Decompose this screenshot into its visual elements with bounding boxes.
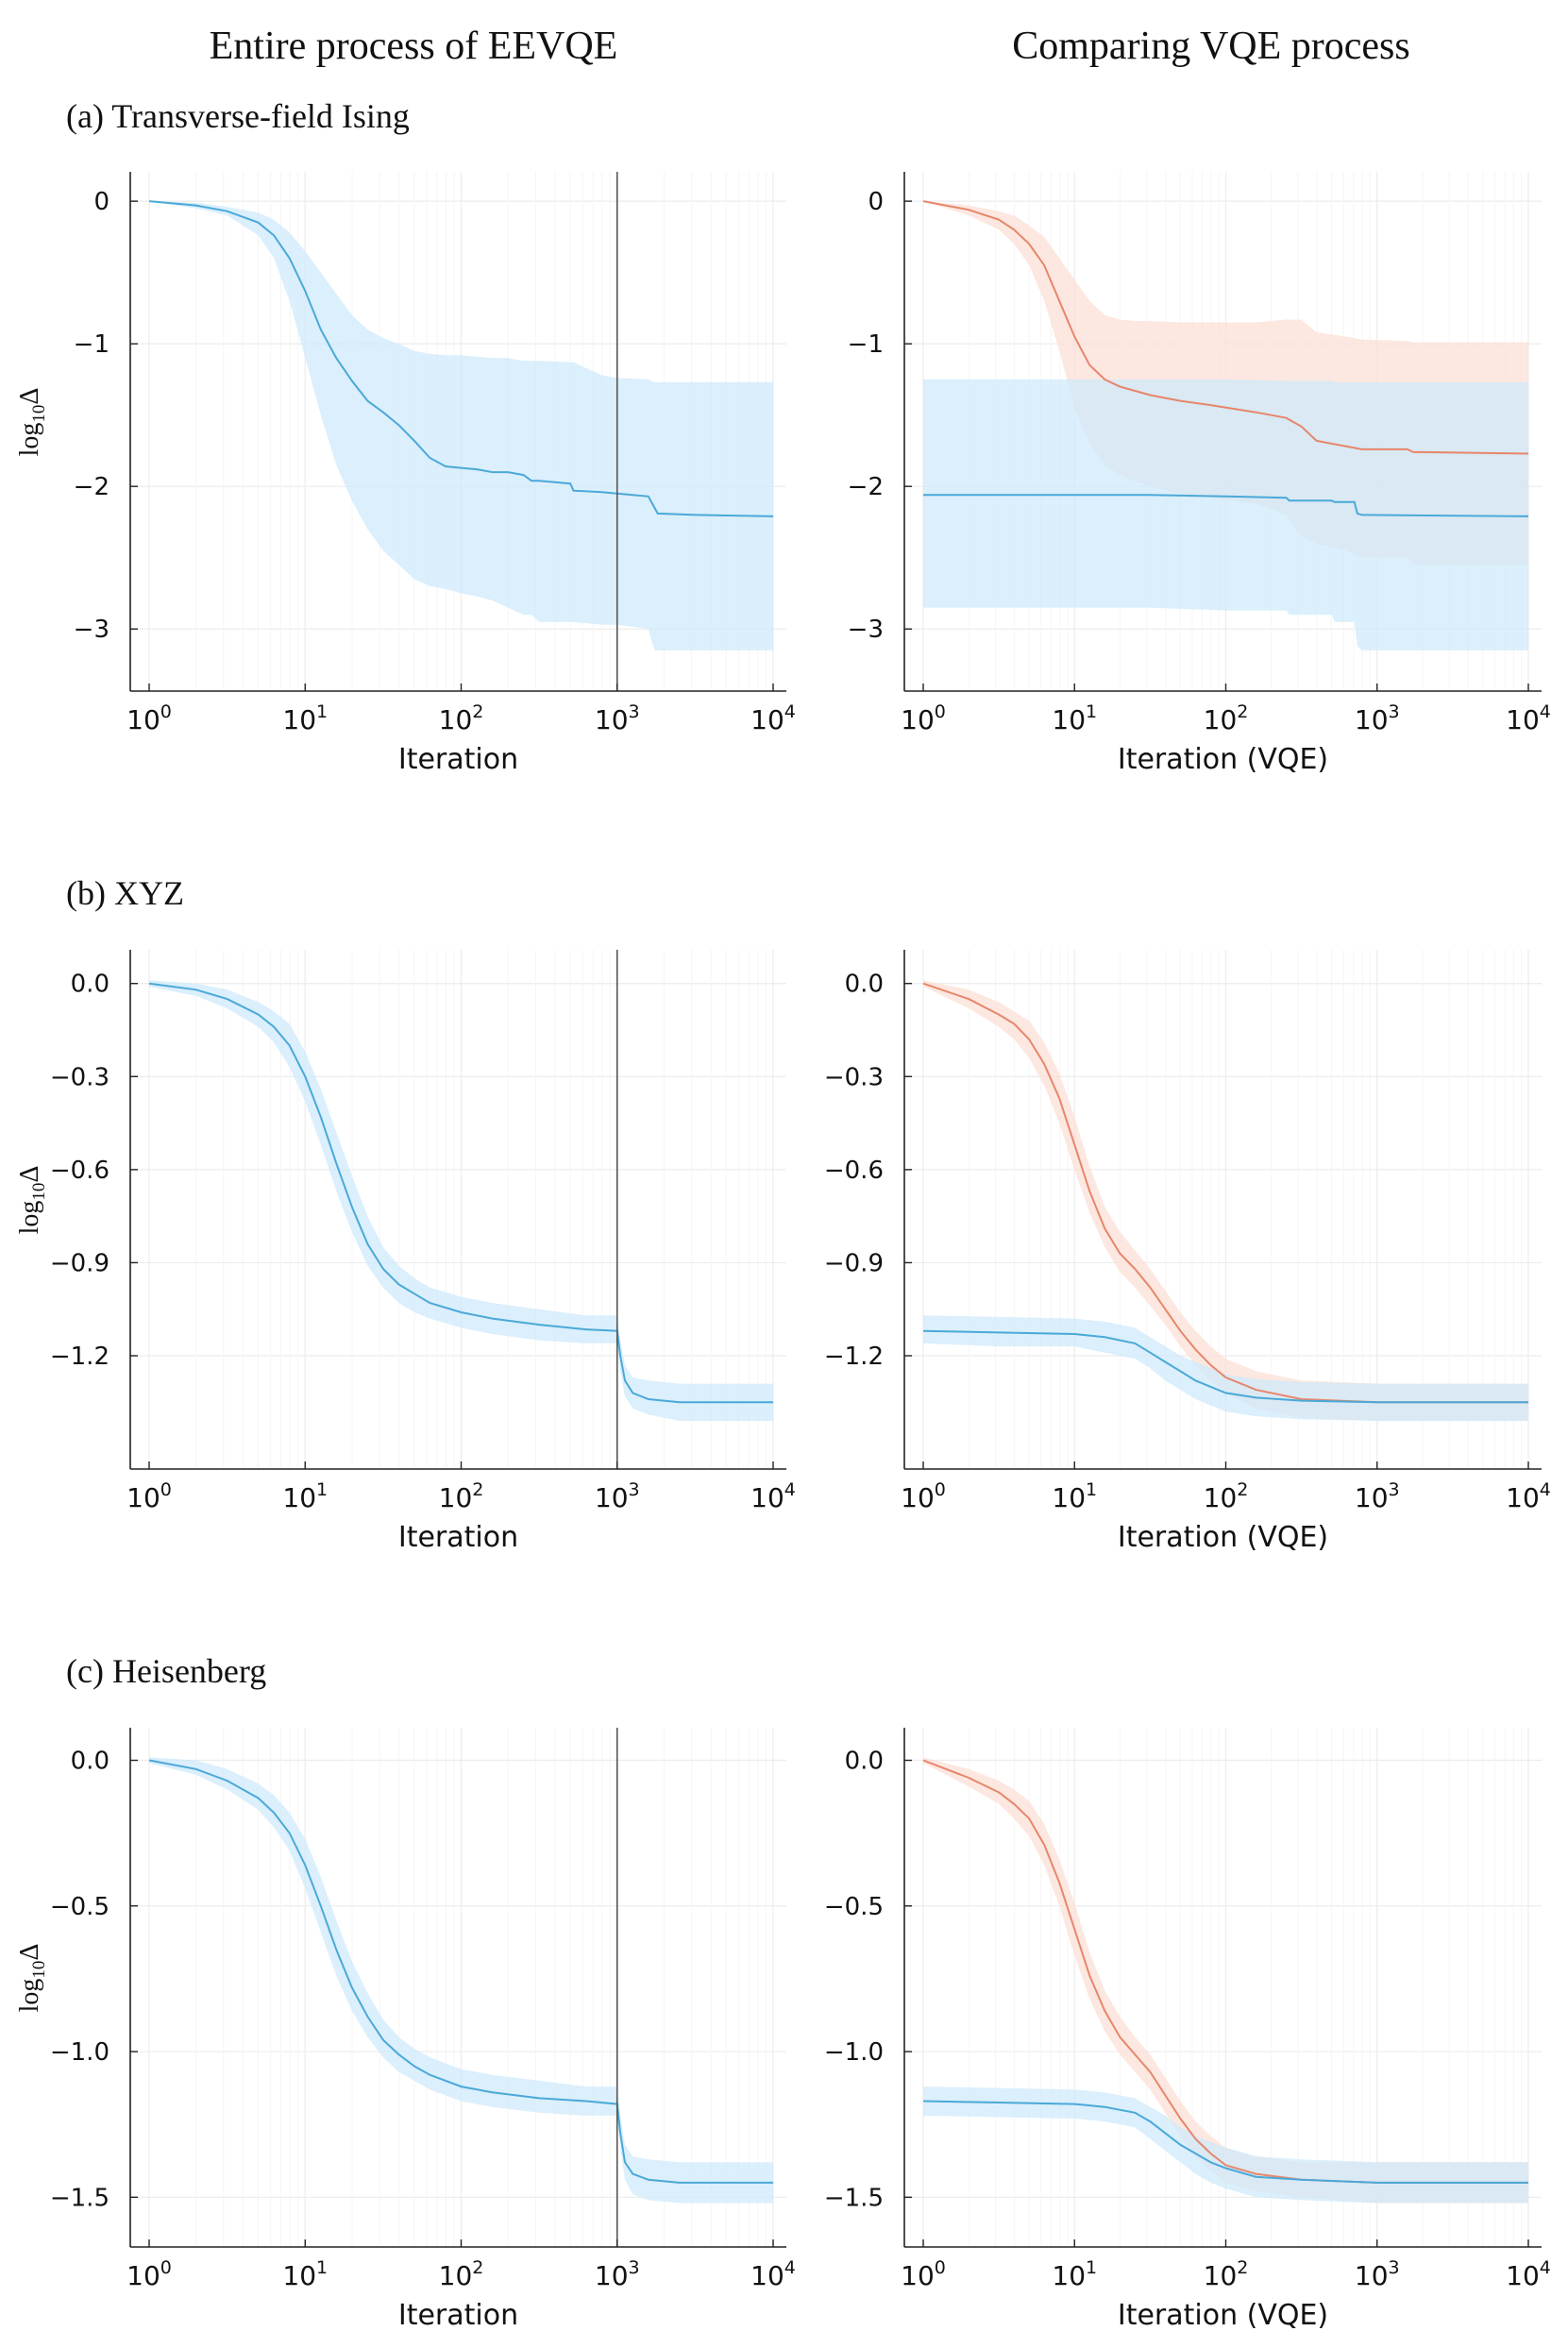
y-tick-label: 0.0	[845, 1748, 884, 1776]
plot-b-right: 100 101 102 103 104 0.0 −0.3 −0.6 −0.9 −1.2 Iterat…	[824, 950, 1551, 1554]
x-tick-label: 100	[126, 701, 172, 735]
band-eevqe	[923, 2086, 1528, 2204]
y-tick-label: −2	[74, 473, 110, 501]
x-tick-label: 101	[282, 2257, 328, 2291]
y-tick-label: −1.0	[50, 2038, 110, 2067]
y-tick-label: −0.6	[824, 1157, 884, 1185]
x-axis-label: Iteration (VQE)	[1118, 2299, 1328, 2332]
y-tick-label: −0.3	[50, 1063, 110, 1091]
y-tick-label: −1	[74, 330, 110, 359]
line-eevqe	[148, 982, 773, 1404]
x-tick-label: 100	[901, 2257, 946, 2291]
plot-c-right: 100 101 102 103 104 0.0 −0.5 −1.0 −1.5 Iteration …	[824, 1728, 1551, 2332]
x-tick-label: 104	[750, 1479, 796, 1513]
y-tick-label: 0	[93, 188, 110, 216]
y-tick-label: −3	[848, 616, 884, 644]
x-tick-label: 103	[595, 1479, 640, 1513]
y-axis-label: log10Δ	[15, 1944, 49, 2013]
line-eevqe	[922, 1329, 1528, 1404]
y-tick-label: −0.6	[50, 1157, 110, 1185]
right-column-title: Comparing VQE process	[1012, 25, 1410, 68]
line-eevqe	[148, 1759, 773, 2184]
panel-label-c: (c) Heisenberg	[66, 1652, 266, 1690]
y-tick-label: −1.0	[824, 2038, 884, 2067]
band-eevqe	[923, 1315, 1528, 1421]
x-tick-label: 104	[1506, 701, 1551, 735]
y-tick-label: −0.9	[50, 1249, 110, 1277]
y-tick-label: 0	[868, 188, 884, 216]
x-tick-label: 103	[1355, 701, 1400, 735]
plots-layer: 100 101 102 103 1040−1−2−3Iterationlog10Δ100…	[15, 172, 1551, 2332]
x-tick-label: 101	[1052, 701, 1097, 735]
y-tick-label: 0.0	[845, 971, 884, 999]
y-tick-label: −0.5	[50, 1893, 110, 1921]
x-tick-label: 103	[1355, 2257, 1400, 2291]
x-axis-label: Iteration (VQE)	[1118, 743, 1328, 776]
x-tick-label: 102	[439, 2257, 484, 2291]
band-eevqe	[149, 980, 773, 1421]
y-tick-label: −1.5	[50, 2184, 110, 2212]
panel-label-b: (b) XYZ	[66, 874, 184, 912]
plot-a-right: 100 101 102 103 104 0 −1 −2 −3 Iteration (VQE)	[848, 172, 1551, 776]
x-tick-label: 101	[1052, 1479, 1097, 1513]
line-eevqe	[923, 494, 1529, 517]
x-tick-label: 101	[282, 701, 328, 735]
left-column-title: Entire process of EEVQE	[210, 25, 618, 68]
line-eevqe	[148, 200, 774, 517]
x-axis-label: Iteration	[398, 2299, 518, 2332]
x-tick-label: 103	[595, 701, 640, 735]
x-tick-label: 100	[901, 1479, 946, 1513]
y-tick-label: 0.0	[71, 1748, 110, 1776]
line-vqe	[922, 1759, 1528, 2184]
line-vqe	[922, 200, 1529, 455]
y-tick-label: −0.9	[824, 1249, 884, 1277]
x-tick-label: 102	[1204, 701, 1249, 735]
y-tick-label: −1	[848, 330, 884, 359]
plot-b-left: 100 101 102 103 104 0.0 −0.3 −0.6 −0.9 −1.2 Iterat…	[15, 950, 796, 1554]
line-eevqe	[922, 2100, 1528, 2184]
band-eevqe	[923, 379, 1528, 650]
x-axis-label: Iteration	[398, 1521, 518, 1554]
y-tick-label: −1.2	[50, 1343, 110, 1371]
x-tick-label: 104	[1506, 1479, 1551, 1513]
x-tick-label: 102	[1204, 1479, 1249, 1513]
x-tick-label: 100	[901, 701, 946, 735]
x-tick-label: 100	[126, 1479, 172, 1513]
y-tick-label: 0.0	[71, 971, 110, 999]
y-tick-label: −0.5	[824, 1893, 884, 1921]
x-tick-label: 104	[1506, 2257, 1551, 2291]
x-axis-label: Iteration (VQE)	[1118, 1521, 1328, 1554]
line-vqe	[922, 982, 1528, 1404]
y-tick-label: −2	[848, 473, 884, 501]
x-tick-label: 104	[750, 2257, 796, 2291]
x-tick-label: 102	[439, 1479, 484, 1513]
x-tick-label: 104	[750, 701, 796, 735]
x-tick-label: 101	[1052, 2257, 1097, 2291]
y-tick-label: −0.3	[824, 1063, 884, 1091]
y-tick-label: −1.5	[824, 2184, 884, 2212]
panel-label-a: (a) Transverse-field Ising	[66, 97, 410, 135]
x-tick-label: 100	[126, 2257, 172, 2291]
plot-c-left: 100 101 102 103 104 0.0 −0.5 −1.0 −1.5 Iteration l…	[15, 1728, 796, 2332]
x-tick-label: 102	[1204, 2257, 1249, 2291]
y-axis-label: log10Δ	[15, 388, 49, 457]
y-tick-label: −3	[74, 616, 110, 644]
y-axis-label: log10Δ	[15, 1166, 49, 1235]
x-axis-label: Iteration	[398, 743, 518, 776]
x-tick-label: 103	[595, 2257, 640, 2291]
plot-a-left: 100 101 102 103 104 0 −1 −2 −3 Iteration log10Δ	[15, 172, 796, 776]
y-tick-label: −1.2	[824, 1343, 884, 1371]
x-tick-label: 101	[282, 1479, 328, 1513]
x-tick-label: 102	[439, 701, 484, 735]
x-tick-label: 103	[1355, 1479, 1400, 1513]
